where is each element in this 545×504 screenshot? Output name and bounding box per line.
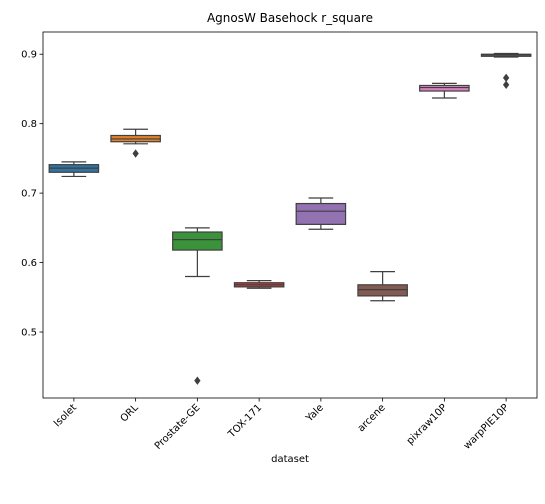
box-yale bbox=[295, 202, 347, 225]
y-tick-label: 0.5 bbox=[21, 328, 37, 339]
x-tick-label-yale: Yale bbox=[304, 402, 326, 424]
x-axis-label: dataset bbox=[271, 454, 309, 465]
x-tick-label-tox-171: TOX-171 bbox=[226, 402, 264, 440]
y-tick-label: 0.8 bbox=[21, 119, 37, 130]
axes-frame bbox=[42, 31, 538, 399]
outlier-point-orl bbox=[132, 149, 139, 158]
x-tick-label-orl: ORL bbox=[119, 402, 141, 424]
box-pixraw10p bbox=[419, 84, 470, 92]
x-tick-label-pixraw10p: pixraw10P bbox=[405, 402, 450, 447]
chart-title: AgnosW Basehock r_square bbox=[207, 11, 373, 25]
box-prostate-ge bbox=[172, 231, 223, 251]
y-tick-label: 0.9 bbox=[21, 50, 37, 61]
x-tick-label-arcene: arcene bbox=[356, 402, 388, 434]
y-tick-label: 0.6 bbox=[21, 258, 37, 269]
outlier-point-warppie10p bbox=[502, 73, 510, 83]
plot-area: 0.5 0.6 0.7 0.8 0.9 Isolet ORL Prostate-GE TOX-1… bbox=[21, 31, 538, 452]
outlier-point-prostate-ge bbox=[194, 376, 201, 385]
outlier-point-warppie10p bbox=[502, 80, 510, 89]
y-tick-label: 0.7 bbox=[21, 189, 37, 200]
x-tick-label-isolet: Isolet bbox=[52, 402, 79, 429]
x-tick-label-prostate-ge: Prostate-GE bbox=[153, 402, 203, 452]
x-tick-label-warppie10p: warpPIE10P bbox=[462, 402, 511, 451]
box-arcene bbox=[357, 284, 408, 297]
